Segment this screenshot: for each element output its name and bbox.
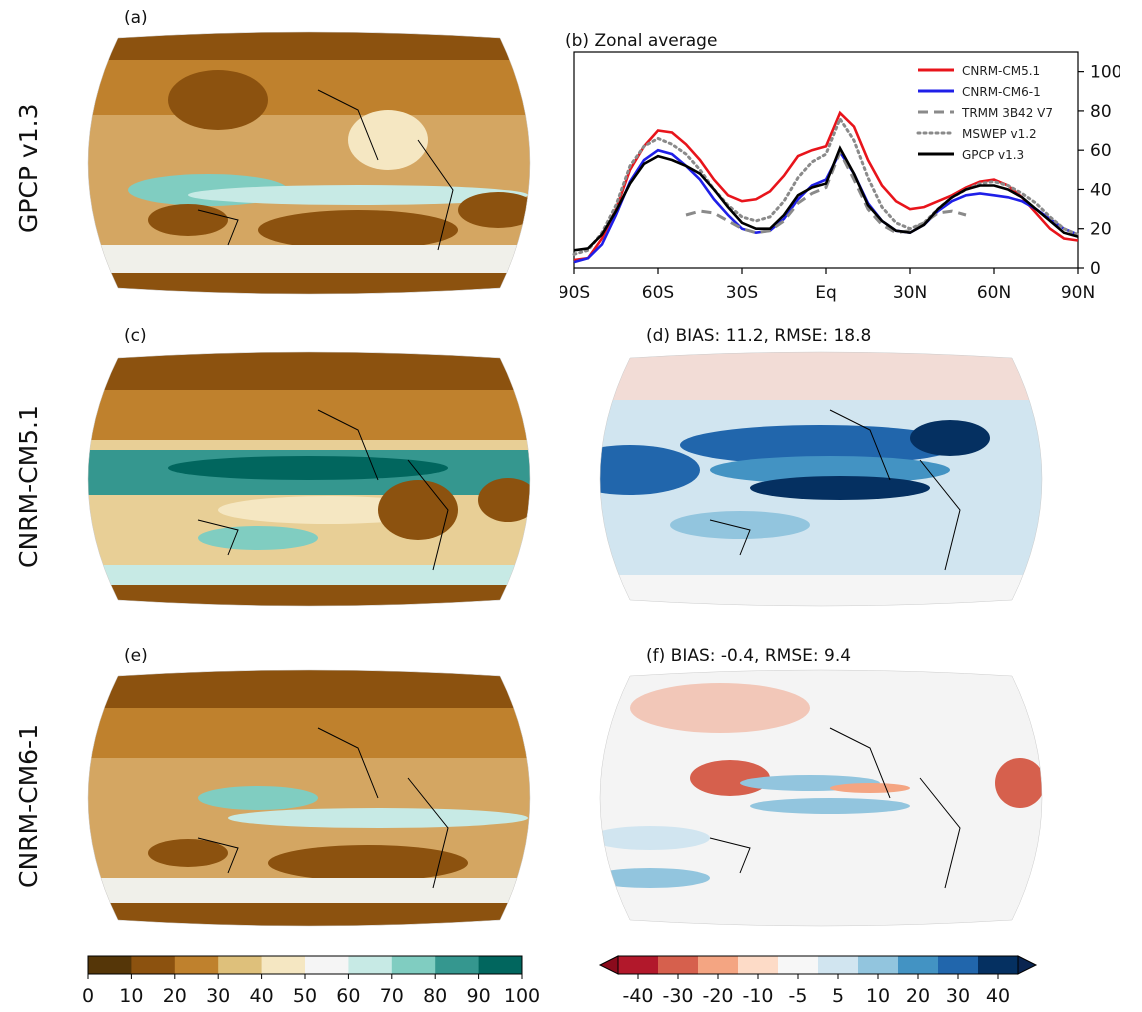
bias-tick-label: -10	[742, 985, 773, 1007]
y-tick-label: 0	[1090, 259, 1101, 279]
panel-tag-c: (c)	[124, 326, 147, 346]
series-lines	[572, 110, 1080, 264]
bias-colorbar: -40 -30 -20 -10 -5 5 10 20 30 40	[598, 955, 1038, 1007]
legend: CNRM-CM5.1 CNRM-CM6-1 TRMM 3B42 V7 MSWEP v1…	[916, 64, 1053, 162]
series-line-trmm-3b42-v7	[685, 148, 967, 235]
bias-colorbar-swatch	[818, 956, 859, 974]
panel-tag-a: (a)	[124, 8, 148, 28]
bias-colorbar-swatch	[978, 956, 1019, 974]
bias-colorbar-frame	[617, 955, 1019, 975]
precip-colorbar: 0 10 20 30 40 50 60 70 80 90 100	[82, 955, 540, 1007]
precip-tick-label: 10	[119, 985, 143, 1007]
series-line-cnrm-cm6-1	[573, 148, 1079, 264]
series-line-cnrm-cm5-1	[573, 110, 1079, 262]
precip-colorbar-swatch	[218, 956, 263, 974]
precip-colorbar-swatch	[131, 956, 176, 974]
panel-title-f: (f) BIAS: -0.4, RMSE: 9.4	[646, 646, 852, 666]
precip-tick-label: 60	[336, 985, 360, 1007]
bias-tick-label: -20	[702, 985, 733, 1007]
x-tick-label: Eq	[815, 283, 837, 303]
precip-tick-label: 0	[82, 985, 94, 1007]
x-tick-label: 60N	[977, 283, 1011, 303]
precip-tick-label: 30	[206, 985, 230, 1007]
precip-colorbar-swatches	[87, 955, 523, 975]
bias-tick-label: -5	[789, 985, 808, 1007]
precip-tick-label: 90	[467, 985, 491, 1007]
map-f-bias-cm61	[599, 669, 1043, 927]
map-a-gpcp	[87, 31, 531, 295]
row-label-cnrm-cm61: CNRM-CM6-1	[14, 724, 43, 888]
precip-tick-label: 70	[380, 985, 404, 1007]
precip-tick-label: 80	[423, 985, 447, 1007]
x-tick-label: 90N	[1061, 283, 1095, 303]
bias-tick-label: 30	[946, 985, 970, 1007]
map-c-cnrm-cm51	[87, 351, 531, 607]
precip-colorbar-swatch	[478, 956, 523, 974]
x-tick-label: 30N	[893, 283, 927, 303]
bias-colorbar-swatch	[698, 956, 739, 974]
precip-colorbar-swatch	[88, 956, 132, 974]
legend-label: CNRM-CM6-1	[962, 85, 1041, 99]
bias-tick-label: -40	[622, 985, 653, 1007]
precip-tick-label: 40	[250, 985, 274, 1007]
series-line-mswep-v1-2	[572, 115, 1080, 256]
zonal-average-chart: (b) Zonal average 0 20 40 60 80 100 90S 60S 30S…	[560, 31, 1120, 303]
precip-colorbar-swatch	[305, 956, 349, 974]
precip-tick-label: 50	[293, 985, 317, 1007]
chart-title: (b) Zonal average	[565, 31, 717, 51]
bias-colorbar-swatch	[778, 956, 819, 974]
bias-colorbar-swatch	[898, 956, 939, 974]
precip-colorbar-swatch	[435, 956, 480, 974]
bias-tick-label: 5	[832, 985, 844, 1007]
x-tick-label: 90S	[560, 283, 590, 303]
row-label-gpcp: GPCP v1.3	[14, 103, 43, 233]
precip-colorbar-swatch	[391, 956, 436, 974]
precip-tick-label: 20	[163, 985, 187, 1007]
bias-colorbar-swatch	[618, 956, 659, 974]
bias-tick-label: -30	[662, 985, 693, 1007]
legend-label: GPCP v1.3	[962, 148, 1024, 162]
row-label-cnrm-cm51: CNRM-CM5.1	[14, 405, 43, 568]
precip-colorbar-swatch	[261, 956, 306, 974]
bias-colorbar-ticks: -40 -30 -20 -10 -5 5 10 20 30 40	[622, 974, 1010, 1007]
bias-colorbar-swatches	[598, 955, 1038, 975]
precip-colorbar-swatch	[348, 956, 393, 974]
bias-tick-label: 40	[986, 985, 1010, 1007]
legend-label: TRMM 3B42 V7	[961, 106, 1053, 120]
precip-colorbar-swatch	[174, 956, 219, 974]
legend-label: MSWEP v1.2	[962, 127, 1037, 141]
bias-tick-label: 20	[906, 985, 930, 1007]
y-tick-label: 100	[1090, 63, 1120, 83]
y-tick-label: 60	[1090, 141, 1112, 161]
bias-colorbar-swatch	[938, 956, 979, 974]
y-tick-label: 20	[1090, 220, 1112, 240]
bias-colorbar-swatch	[858, 956, 899, 974]
precip-colorbar-ticks: 0 10 20 30 40 50 60 70 80 90 100	[82, 974, 540, 1007]
bias-colorbar-swatch	[658, 956, 699, 974]
bias-colorbar-high-extend	[1017, 955, 1038, 975]
series-line-gpcp-v1-3	[573, 145, 1079, 252]
x-tick-label: 60S	[642, 283, 674, 303]
panel-tag-e: (e)	[124, 646, 148, 666]
panel-title-d: (d) BIAS: 11.2, RMSE: 18.8	[646, 326, 872, 346]
x-tick-label: 30S	[726, 283, 758, 303]
legend-label: CNRM-CM5.1	[962, 64, 1040, 78]
y-tick-label: 40	[1090, 180, 1112, 200]
y-axis-ticks: 0 20 40 60 80 100	[1078, 63, 1120, 279]
map-d-bias-cm51	[599, 351, 1043, 607]
bias-colorbar-low-extend	[598, 955, 619, 975]
precip-tick-label: 100	[504, 985, 540, 1007]
y-tick-label: 80	[1090, 102, 1112, 122]
bias-tick-label: 10	[866, 985, 890, 1007]
map-e-cnrm-cm61	[87, 669, 531, 927]
x-axis-ticks: 90S 60S 30S Eq 30N 60N 90N	[560, 268, 1095, 303]
bias-colorbar-swatch	[738, 956, 779, 974]
